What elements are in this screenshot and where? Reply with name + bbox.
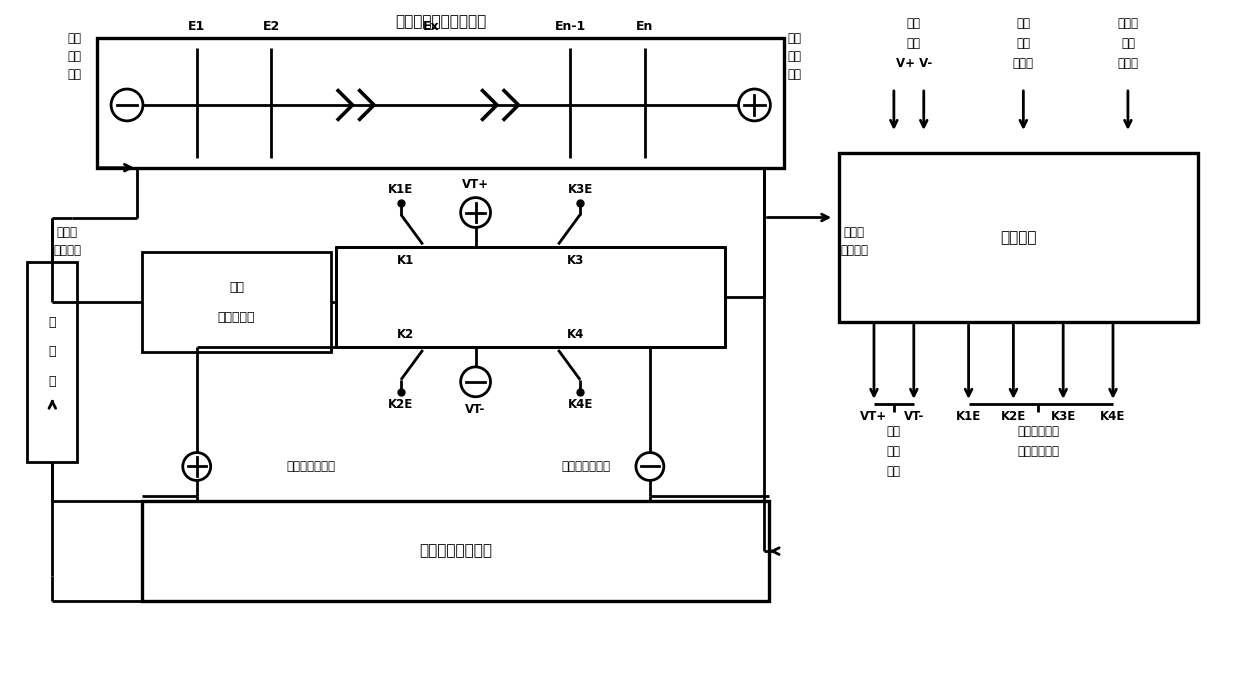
Circle shape [460,198,491,228]
Text: 电源: 电源 [906,17,921,30]
Circle shape [636,453,663,480]
Text: K3E: K3E [1050,410,1076,424]
Text: 输出: 输出 [787,50,801,63]
Circle shape [460,367,491,397]
Text: K2E: K2E [388,398,413,411]
Text: VT+: VT+ [463,178,489,191]
Text: 电堆: 电堆 [67,32,82,45]
Text: 半导体致冷器组件: 半导体致冷器组件 [419,544,492,559]
Bar [336,248,724,347]
Text: 桥式电子开关: 桥式电子开关 [1017,425,1059,438]
Text: K2E: K2E [1001,410,1025,424]
Text: 致冷器电源正极: 致冷器电源正极 [286,460,335,473]
Text: V+ V-: V+ V- [895,57,932,70]
Text: 电流传感器: 电流传感器 [218,310,255,323]
Text: 负极: 负极 [67,68,82,80]
Text: 输入: 输入 [906,37,921,50]
Text: 输出: 输出 [67,50,82,63]
Text: 电堆: 电堆 [787,32,801,45]
Text: 介质出口: 介质出口 [839,244,868,257]
Text: 电源: 电源 [887,445,901,458]
Text: E2: E2 [263,20,280,33]
Text: E1: E1 [188,20,206,33]
Text: 循: 循 [48,316,56,329]
Text: K2: K2 [397,327,414,340]
Text: 热交换: 热交换 [57,226,78,239]
Text: VT-: VT- [465,403,486,416]
Text: K1: K1 [397,254,414,267]
Bar [27,263,77,462]
Text: 选通输出信号: 选通输出信号 [1017,445,1059,458]
Text: K1E: K1E [388,183,413,196]
Text: 控制电路: 控制电路 [1001,230,1037,245]
Text: 介质入口: 介质入口 [53,244,82,257]
Text: 双向: 双向 [1017,17,1030,30]
Text: 电流: 电流 [1017,37,1030,50]
Text: 双向: 双向 [229,281,244,294]
Bar [839,153,1198,322]
Text: 传感器: 传感器 [1117,57,1138,70]
Text: En-1: En-1 [554,20,585,33]
Text: 温度: 温度 [1121,37,1135,50]
Text: 传感器: 传感器 [1013,57,1034,70]
Bar [141,501,769,601]
Text: Ex: Ex [423,20,439,33]
Circle shape [112,89,143,121]
Text: VT-: VT- [904,410,924,424]
Bar [141,252,331,352]
Text: En: En [636,20,653,33]
Text: 输出: 输出 [887,465,901,478]
Text: K3E: K3E [568,183,593,196]
Circle shape [739,89,770,121]
Text: K4E: K4E [1100,410,1126,424]
Text: 正极: 正极 [787,68,801,80]
Text: K4: K4 [567,327,584,340]
Text: K3: K3 [567,254,584,267]
Circle shape [182,453,211,480]
Text: 环: 环 [48,346,56,359]
Bar [97,38,785,168]
Text: VT+: VT+ [861,410,888,424]
Text: 热交换: 热交换 [843,226,864,239]
Text: K4E: K4E [568,398,593,411]
Text: 致冷器电源负极: 致冷器电源负极 [560,460,610,473]
Text: 泵: 泵 [48,375,56,388]
Text: K1E: K1E [956,410,981,424]
Text: 电池堆: 电池堆 [1117,17,1138,30]
Text: 质子交换膜燃料电池堆: 质子交换膜燃料电池堆 [396,14,486,29]
Text: 可调: 可调 [887,425,901,438]
